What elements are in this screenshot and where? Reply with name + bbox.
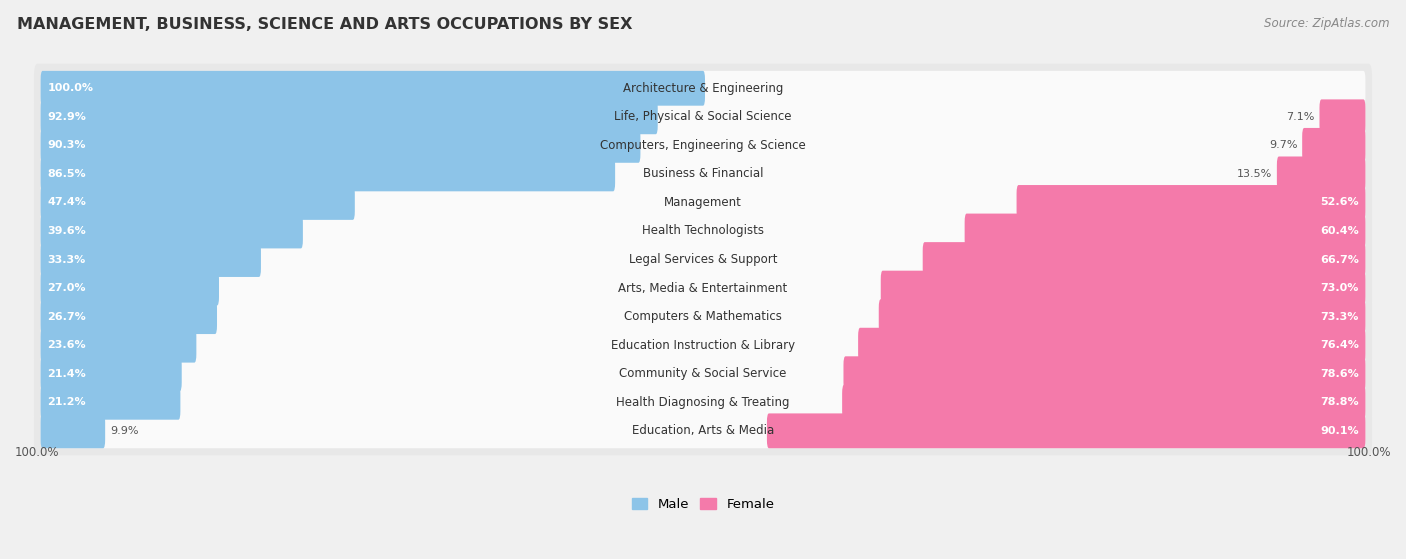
FancyBboxPatch shape bbox=[41, 185, 354, 220]
FancyBboxPatch shape bbox=[41, 271, 219, 306]
Text: 100.0%: 100.0% bbox=[48, 83, 93, 93]
Text: 13.5%: 13.5% bbox=[1237, 169, 1272, 179]
Text: 66.7%: 66.7% bbox=[1320, 254, 1358, 264]
FancyBboxPatch shape bbox=[34, 178, 1372, 227]
Text: 86.5%: 86.5% bbox=[48, 169, 86, 179]
Text: 47.4%: 47.4% bbox=[48, 197, 86, 207]
FancyBboxPatch shape bbox=[41, 214, 302, 248]
FancyBboxPatch shape bbox=[41, 299, 217, 334]
Text: 27.0%: 27.0% bbox=[48, 283, 86, 293]
Text: 73.3%: 73.3% bbox=[1320, 311, 1358, 321]
FancyBboxPatch shape bbox=[41, 157, 614, 191]
FancyBboxPatch shape bbox=[34, 349, 1372, 398]
Text: 60.4%: 60.4% bbox=[1320, 226, 1358, 236]
FancyBboxPatch shape bbox=[858, 328, 1365, 363]
FancyBboxPatch shape bbox=[41, 100, 658, 134]
Text: Education Instruction & Library: Education Instruction & Library bbox=[612, 339, 794, 352]
FancyBboxPatch shape bbox=[41, 157, 1365, 191]
FancyBboxPatch shape bbox=[34, 292, 1372, 341]
FancyBboxPatch shape bbox=[41, 414, 1365, 448]
FancyBboxPatch shape bbox=[34, 321, 1372, 369]
FancyBboxPatch shape bbox=[41, 356, 181, 391]
Text: 21.2%: 21.2% bbox=[48, 397, 86, 408]
FancyBboxPatch shape bbox=[879, 299, 1365, 334]
FancyBboxPatch shape bbox=[34, 406, 1372, 456]
Text: Architecture & Engineering: Architecture & Engineering bbox=[623, 82, 783, 95]
FancyBboxPatch shape bbox=[41, 128, 640, 163]
Text: MANAGEMENT, BUSINESS, SCIENCE AND ARTS OCCUPATIONS BY SEX: MANAGEMENT, BUSINESS, SCIENCE AND ARTS O… bbox=[17, 17, 633, 32]
FancyBboxPatch shape bbox=[41, 299, 1365, 334]
FancyBboxPatch shape bbox=[880, 271, 1365, 306]
FancyBboxPatch shape bbox=[41, 214, 1365, 248]
Text: 78.8%: 78.8% bbox=[1320, 397, 1358, 408]
FancyBboxPatch shape bbox=[41, 414, 105, 448]
FancyBboxPatch shape bbox=[41, 242, 1365, 277]
FancyBboxPatch shape bbox=[1277, 157, 1365, 191]
Text: Life, Physical & Social Science: Life, Physical & Social Science bbox=[614, 110, 792, 124]
FancyBboxPatch shape bbox=[41, 328, 197, 363]
Text: 7.1%: 7.1% bbox=[1286, 112, 1315, 122]
Text: 90.3%: 90.3% bbox=[48, 140, 86, 150]
FancyBboxPatch shape bbox=[842, 385, 1365, 420]
FancyBboxPatch shape bbox=[41, 328, 1365, 363]
FancyBboxPatch shape bbox=[34, 149, 1372, 198]
Text: 76.4%: 76.4% bbox=[1320, 340, 1358, 350]
FancyBboxPatch shape bbox=[41, 356, 1365, 391]
Text: 90.1%: 90.1% bbox=[1320, 426, 1358, 436]
Text: 52.6%: 52.6% bbox=[1320, 197, 1358, 207]
Text: Source: ZipAtlas.com: Source: ZipAtlas.com bbox=[1264, 17, 1389, 30]
FancyBboxPatch shape bbox=[41, 128, 1365, 163]
FancyBboxPatch shape bbox=[41, 71, 704, 106]
Text: 39.6%: 39.6% bbox=[48, 226, 86, 236]
Text: Computers & Mathematics: Computers & Mathematics bbox=[624, 310, 782, 323]
FancyBboxPatch shape bbox=[965, 214, 1365, 248]
FancyBboxPatch shape bbox=[34, 92, 1372, 141]
Text: Health Diagnosing & Treating: Health Diagnosing & Treating bbox=[616, 396, 790, 409]
Text: 100.0%: 100.0% bbox=[15, 446, 59, 459]
FancyBboxPatch shape bbox=[922, 242, 1365, 277]
Text: 33.3%: 33.3% bbox=[48, 254, 86, 264]
FancyBboxPatch shape bbox=[34, 121, 1372, 170]
Text: 23.6%: 23.6% bbox=[48, 340, 86, 350]
Text: 26.7%: 26.7% bbox=[48, 311, 86, 321]
Text: 92.9%: 92.9% bbox=[48, 112, 86, 122]
FancyBboxPatch shape bbox=[34, 235, 1372, 284]
Text: Legal Services & Support: Legal Services & Support bbox=[628, 253, 778, 266]
FancyBboxPatch shape bbox=[34, 263, 1372, 312]
Legend: Male, Female: Male, Female bbox=[626, 493, 780, 517]
Text: Business & Financial: Business & Financial bbox=[643, 167, 763, 181]
Text: 9.7%: 9.7% bbox=[1270, 140, 1298, 150]
FancyBboxPatch shape bbox=[41, 242, 262, 277]
Text: Health Technologists: Health Technologists bbox=[643, 225, 763, 238]
FancyBboxPatch shape bbox=[1319, 100, 1365, 134]
Text: Management: Management bbox=[664, 196, 742, 209]
Text: Computers, Engineering & Science: Computers, Engineering & Science bbox=[600, 139, 806, 152]
FancyBboxPatch shape bbox=[34, 206, 1372, 255]
FancyBboxPatch shape bbox=[41, 271, 1365, 306]
Text: Community & Social Service: Community & Social Service bbox=[619, 367, 787, 380]
Text: 73.0%: 73.0% bbox=[1320, 283, 1358, 293]
Text: 9.9%: 9.9% bbox=[110, 426, 138, 436]
Text: 78.6%: 78.6% bbox=[1320, 369, 1358, 379]
FancyBboxPatch shape bbox=[41, 71, 1365, 106]
Text: 100.0%: 100.0% bbox=[1347, 446, 1391, 459]
FancyBboxPatch shape bbox=[34, 378, 1372, 427]
FancyBboxPatch shape bbox=[41, 100, 1365, 134]
Text: Education, Arts & Media: Education, Arts & Media bbox=[631, 424, 775, 437]
FancyBboxPatch shape bbox=[34, 64, 1372, 113]
FancyBboxPatch shape bbox=[41, 385, 1365, 420]
Text: Arts, Media & Entertainment: Arts, Media & Entertainment bbox=[619, 282, 787, 295]
FancyBboxPatch shape bbox=[1017, 185, 1365, 220]
FancyBboxPatch shape bbox=[766, 414, 1365, 448]
FancyBboxPatch shape bbox=[41, 385, 180, 420]
Text: 21.4%: 21.4% bbox=[48, 369, 86, 379]
FancyBboxPatch shape bbox=[41, 185, 1365, 220]
FancyBboxPatch shape bbox=[1302, 128, 1365, 163]
FancyBboxPatch shape bbox=[844, 356, 1365, 391]
